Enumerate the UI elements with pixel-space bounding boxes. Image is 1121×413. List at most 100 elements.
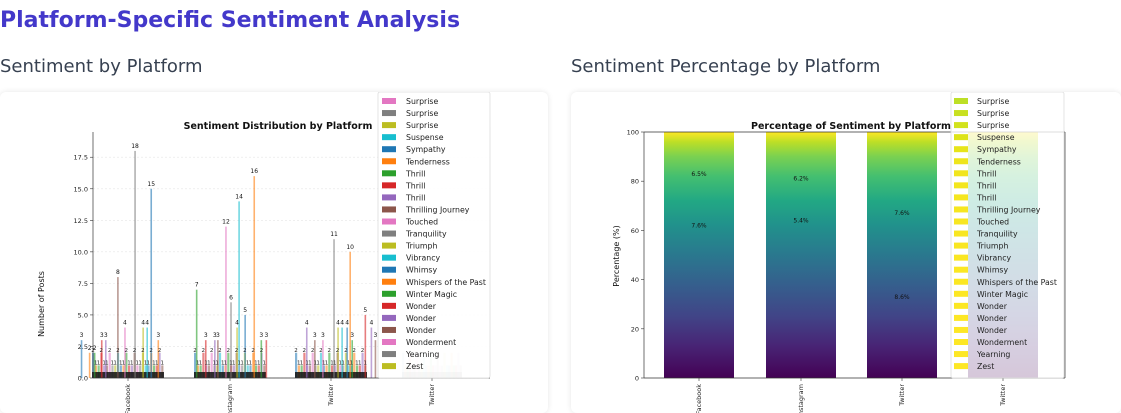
left-bar-label: 2 [193,348,197,354]
left-bar [339,365,342,378]
left-bar-label: 1 [147,360,151,366]
left-bar-label: 1 [314,360,318,366]
left-bar [218,352,222,378]
right-legend-label: Tenderness [976,157,1021,166]
left-bar-label: 1 [325,360,329,366]
right-legend-swatch [954,314,968,321]
sentiment-percentage-card: 6.5% 7.6% 6.2% 5.4% 7.6% 8.6% 0 20 40 60 80 100 Fac… [571,92,1121,413]
left-legend-swatch [382,290,396,297]
left-bar [105,365,109,378]
left-legend-swatch [382,98,396,104]
left-bar [144,365,147,378]
left-bars [80,150,462,378]
left-bar [317,365,320,378]
left-bar-label: 2 [226,348,230,354]
right-stacked-bar [766,132,836,378]
left-bar-label: 4 [305,320,309,327]
right-legend-swatch [954,351,968,358]
right-xtick-label: Twitter [999,384,1007,407]
left-bar-label: 2 [158,348,162,354]
left-bar-label: 1 [113,360,117,366]
left-bar-label: 2 [133,348,137,354]
left-bar [217,340,219,378]
left-bar [139,365,142,378]
left-bar [100,340,103,378]
left-bar-label: 1 [350,360,354,366]
left-bar-label: 1 [160,360,164,366]
left-legend-swatch [382,182,396,189]
left-bar-label: 16 [250,168,258,175]
left-legend-swatch [382,351,396,358]
left-legend-label: Wonderment [406,338,456,347]
left-bar-label: 1 [322,360,326,366]
left-bar-label: 2 [352,348,356,354]
left-bar-label: 4 [235,320,239,327]
left-ytick-label: 10.0 [74,248,88,256]
left-bar-label: 3 [264,332,268,339]
left-bar-label: 4 [340,320,344,327]
left-bar-label: 2 [202,348,206,354]
left-bar-label: 2 [251,348,255,354]
left-bar [311,352,314,378]
right-legend-label: Thrill [976,193,996,202]
left-bar-label: 1 [238,360,242,366]
right-chart-title: Percentage of Sentiment by Platform [751,121,951,132]
left-bar [225,226,227,378]
left-bar [333,365,336,378]
left-bar-label: 2 [260,348,264,354]
page-title: Platform-Specific Sentiment Analysis [0,8,461,33]
left-bar [257,365,260,378]
left-bar-label: 2 [124,348,128,354]
left-bar [344,352,348,378]
left-legend-swatch [382,170,396,177]
left-bar-label: 1 [213,360,217,366]
right-legend-swatch [954,339,968,345]
left-bar-label: 4 [141,320,145,327]
left-legend-label: Touched [405,218,438,227]
sentiment-distribution-card: 2112112112112112112112112121121121121121… [0,92,548,413]
right-legend-swatch [954,266,968,273]
right-y-axis-label: Percentage (%) [612,225,621,286]
left-bar-label: 3 [100,332,104,339]
left-bar-label: 3 [216,332,220,339]
left-bar [108,352,111,378]
left-bar-label: 3 [259,332,263,339]
right-legend-swatch [954,194,968,201]
left-bar [236,327,238,378]
left-bar [253,176,256,378]
left-legend-label: Wonder [406,314,437,323]
left-bar [147,365,150,378]
right-legend-swatch [954,98,968,104]
left-bar [103,365,106,378]
left-y-axis-label: Number of Posts [37,271,46,337]
left-bar [88,352,91,378]
left-bar [196,365,199,378]
left-bar [232,365,235,378]
left-bar-label: 1 [102,360,106,366]
left-bar [361,352,364,378]
right-legend-swatch [954,242,968,249]
left-bar-base [295,372,367,378]
left-bar-label: 1 [257,360,261,366]
left-bar-label: 2 [311,348,315,354]
left-bar-label: 2 [100,348,104,354]
left-bar-label: 3 [350,332,354,339]
left-legend-label: Surprise [406,109,438,118]
left-bar-label: 1 [363,360,367,366]
left-bar [314,340,316,378]
right-ytick-label: 100 [627,129,639,137]
left-bar-label: 2 [327,348,331,354]
left-legend-swatch [382,363,396,370]
right-legend-swatch [954,254,968,261]
left-bar [374,340,377,378]
right-segment-labels: 6.5% 7.6% 6.2% 5.4% 7.6% 8.6% [691,171,910,301]
left-bar-label: 4 [345,320,349,327]
right-segment-label: 6.2% [793,176,809,183]
left-bar [161,365,164,378]
left-bar-label: 1 [246,360,250,366]
left-bar [157,340,160,378]
left-bar-label: 1 [240,360,244,366]
right-legend-label: Whimsy [977,266,1008,275]
left-bar [230,302,232,378]
left-legend-label: Whispers of the Past [406,278,486,287]
